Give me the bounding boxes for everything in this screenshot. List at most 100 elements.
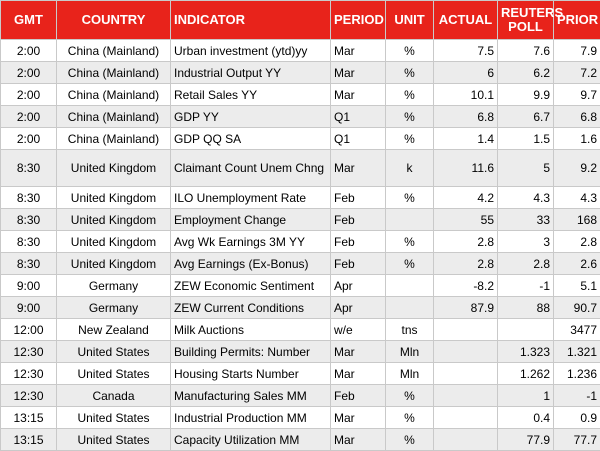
indicator-cell: Industrial Output YY xyxy=(171,62,331,84)
actual-cell xyxy=(434,341,498,363)
period-cell: Mar xyxy=(331,363,386,385)
reuters-poll-cell: 77.9 xyxy=(498,429,554,451)
reuters-poll-cell: 1.5 xyxy=(498,128,554,150)
indicator-cell: Urban investment (ytd)yy xyxy=(171,40,331,62)
reuters-poll-cell: 6.7 xyxy=(498,106,554,128)
country-cell: Germany xyxy=(57,275,171,297)
indicator-cell: Retail Sales YY xyxy=(171,84,331,106)
indicator-cell: ZEW Economic Sentiment xyxy=(171,275,331,297)
actual-cell: 2.8 xyxy=(434,231,498,253)
period-cell: Q1 xyxy=(331,106,386,128)
actual-cell: -8.2 xyxy=(434,275,498,297)
actual-cell: 4.2 xyxy=(434,187,498,209)
reuters-poll-cell: -1 xyxy=(498,275,554,297)
gmt-cell: 12:30 xyxy=(1,363,57,385)
unit-cell: % xyxy=(386,385,434,407)
prior-cell: 4.3 xyxy=(554,187,600,209)
column-header: REUTERS POLL xyxy=(498,1,554,40)
period-cell: Feb xyxy=(331,187,386,209)
indicator-cell: GDP QQ SA xyxy=(171,128,331,150)
actual-cell: 2.8 xyxy=(434,253,498,275)
actual-cell: 6.8 xyxy=(434,106,498,128)
prior-cell: 7.2 xyxy=(554,62,600,84)
gmt-cell: 8:30 xyxy=(1,253,57,275)
gmt-cell: 12:30 xyxy=(1,385,57,407)
prior-cell: 168 xyxy=(554,209,600,231)
prior-cell: 90.7 xyxy=(554,297,600,319)
prior-cell: 3477 xyxy=(554,319,600,341)
gmt-cell: 12:30 xyxy=(1,341,57,363)
prior-cell: 6.8 xyxy=(554,106,600,128)
actual-cell xyxy=(434,407,498,429)
unit-cell: Mln xyxy=(386,363,434,385)
unit-cell: Mln xyxy=(386,341,434,363)
unit-cell: % xyxy=(386,187,434,209)
prior-cell: 1.321 xyxy=(554,341,600,363)
unit-cell xyxy=(386,297,434,319)
gmt-cell: 13:15 xyxy=(1,407,57,429)
reuters-poll-cell: 4.3 xyxy=(498,187,554,209)
actual-cell xyxy=(434,363,498,385)
actual-cell: 11.6 xyxy=(434,150,498,187)
country-cell: United States xyxy=(57,407,171,429)
period-cell: Mar xyxy=(331,341,386,363)
country-cell: United Kingdom xyxy=(57,209,171,231)
unit-cell xyxy=(386,209,434,231)
prior-cell: 9.2 xyxy=(554,150,600,187)
reuters-poll-cell: 1.262 xyxy=(498,363,554,385)
country-cell: United Kingdom xyxy=(57,253,171,275)
reuters-poll-cell: 0.4 xyxy=(498,407,554,429)
indicator-cell: Employment Change xyxy=(171,209,331,231)
reuters-poll-cell: 3 xyxy=(498,231,554,253)
actual-cell: 10.1 xyxy=(434,84,498,106)
prior-cell: 7.9 xyxy=(554,40,600,62)
reuters-poll-cell: 1 xyxy=(498,385,554,407)
reuters-poll-cell: 88 xyxy=(498,297,554,319)
gmt-cell: 2:00 xyxy=(1,84,57,106)
actual-cell: 6 xyxy=(434,62,498,84)
indicator-cell: Industrial Production MM xyxy=(171,407,331,429)
actual-cell: 1.4 xyxy=(434,128,498,150)
country-cell: China (Mainland) xyxy=(57,84,171,106)
country-cell: China (Mainland) xyxy=(57,40,171,62)
unit-cell: % xyxy=(386,231,434,253)
unit-cell xyxy=(386,275,434,297)
unit-cell: k xyxy=(386,150,434,187)
unit-cell: % xyxy=(386,128,434,150)
indicator-cell: ZEW Current Conditions xyxy=(171,297,331,319)
prior-cell: 2.6 xyxy=(554,253,600,275)
actual-cell: 7.5 xyxy=(434,40,498,62)
gmt-cell: 2:00 xyxy=(1,40,57,62)
indicator-cell: Capacity Utilization MM xyxy=(171,429,331,451)
period-cell: Feb xyxy=(331,253,386,275)
prior-cell: 1.6 xyxy=(554,128,600,150)
indicator-cell: ILO Unemployment Rate xyxy=(171,187,331,209)
unit-cell: % xyxy=(386,429,434,451)
country-cell: New Zealand xyxy=(57,319,171,341)
country-cell: United Kingdom xyxy=(57,150,171,187)
indicator-cell: Claimant Count Unem Chng xyxy=(171,150,331,187)
unit-cell: tns xyxy=(386,319,434,341)
indicator-cell: Housing Starts Number xyxy=(171,363,331,385)
actual-cell: 55 xyxy=(434,209,498,231)
column-header: INDICATOR xyxy=(171,1,331,40)
indicator-cell: Avg Wk Earnings 3M YY xyxy=(171,231,331,253)
period-cell: Mar xyxy=(331,150,386,187)
column-header: PERIOD xyxy=(331,1,386,40)
reuters-poll-cell: 7.6 xyxy=(498,40,554,62)
column-header: GMT xyxy=(1,1,57,40)
prior-cell: 2.8 xyxy=(554,231,600,253)
reuters-poll-cell: 2.8 xyxy=(498,253,554,275)
